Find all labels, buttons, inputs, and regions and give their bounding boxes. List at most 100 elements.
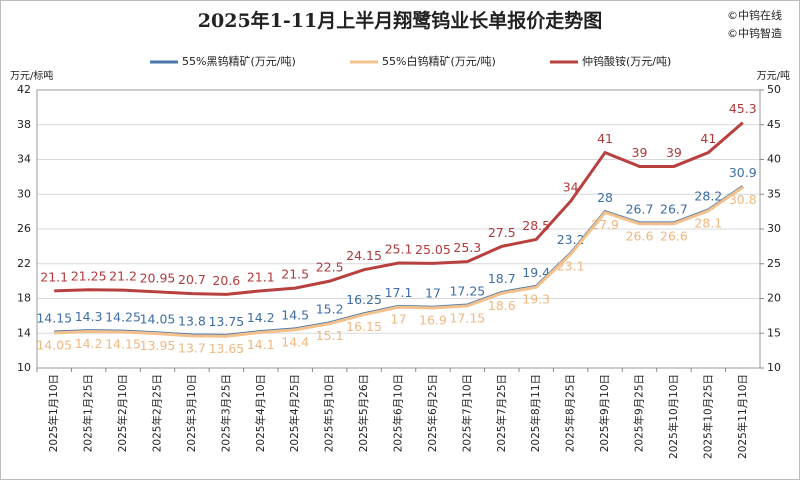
data-label: 21.1 [247,269,275,284]
x-tick-label: 2025年1月25日 [82,374,95,452]
y2-axis-label: 万元/吨 [757,69,790,82]
data-label: 13.75 [208,314,244,329]
data-label: 13.65 [208,341,244,356]
plot-area [36,89,761,369]
data-label: 20.6 [212,273,240,288]
series-line [54,186,744,338]
data-label: 16.25 [346,292,382,307]
x-tick-label: 2025年2月10日 [116,374,129,452]
data-label: 21.25 [71,268,107,283]
x-tick-label: 2025年8月25日 [564,374,577,452]
data-label: 14.15 [36,310,72,325]
data-label: 30.8 [729,192,757,207]
x-tick-label: 2025年8月11日 [529,374,542,452]
data-label: 17.1 [385,285,413,300]
data-label: 25.05 [415,242,451,257]
data-label: 39 [632,145,648,160]
x-tick-label: 2025年11月10日 [736,374,749,459]
y-tick-label: 42 [17,83,31,96]
data-label: 30.9 [729,165,757,180]
data-label: 28 [597,190,613,205]
data-label: 19.3 [522,292,550,307]
x-tick-label: 2025年7月10日 [460,374,473,452]
data-label: 21.1 [40,269,68,284]
y2-tick-label: 25 [767,257,781,270]
data-label: 14.25 [105,310,141,325]
y-tick-label: 18 [17,292,31,305]
data-label: 14.3 [75,309,103,324]
data-label: 14.15 [105,336,141,351]
x-tick-label: 2025年7月25日 [495,374,508,452]
data-label: 15.1 [316,328,344,343]
y2-tick-label: 10 [767,361,781,374]
data-label: 22.5 [316,260,344,275]
data-label: 23.1 [557,259,585,274]
data-label: 34 [563,180,579,195]
y-tick-label: 10 [17,361,31,374]
data-label: 14.2 [75,336,103,351]
data-label: 16.9 [419,313,447,328]
data-label: 14.05 [36,337,72,352]
y2-tick-label: 50 [767,83,781,96]
y2-tick-label: 20 [767,292,781,305]
data-label: 24.15 [346,248,382,263]
data-label: 20.7 [178,272,206,287]
x-tick-label: 2025年1月10日 [47,374,60,452]
watermark: ©中钨在线 [727,8,782,22]
x-tick-label: 2025年5月10日 [323,374,336,452]
data-label: 41 [700,131,716,146]
data-label: 16.15 [346,319,382,334]
data-label: 15.2 [316,301,344,316]
data-label: 18.7 [488,271,516,286]
data-label: 17.15 [449,310,485,325]
x-tick-label: 2025年4月25日 [288,374,301,452]
data-label: 26.7 [660,201,688,216]
data-label: 14.5 [281,307,309,322]
watermark: ©中钨智造 [727,26,782,40]
data-label: 23.2 [557,232,585,247]
x-tick-label: 2025年9月10日 [598,374,611,452]
data-label: 25.3 [453,240,481,255]
y-tick-label: 22 [17,257,31,270]
data-label: 27.5 [488,225,516,240]
y2-tick-label: 35 [767,187,781,200]
data-label: 14.2 [247,310,275,325]
data-label: 13.8 [178,313,206,328]
legend-label: 55%白钨精矿(万元/吨) [382,54,496,68]
data-label: 26.7 [626,201,654,216]
data-label: 14.4 [281,334,309,349]
x-tick-label: 2025年2月25日 [151,374,164,452]
y-axis-label: 万元/标吨 [10,69,53,82]
data-label: 26.6 [626,228,654,243]
x-tick-label: 2025年4月10日 [254,374,267,452]
x-tick-label: 2025年3月10日 [185,374,198,452]
y2-tick-label: 30 [767,222,781,235]
data-label: 17 [391,312,407,327]
y-tick-label: 38 [17,118,31,131]
y-tick-label: 34 [17,153,31,166]
y-tick-label: 30 [17,187,31,200]
data-label: 17.25 [449,284,485,299]
data-label: 45.3 [729,101,757,116]
data-label: 21.5 [281,267,309,282]
y2-tick-label: 40 [767,153,781,166]
x-tick-label: 2025年6月10日 [392,374,405,452]
legend-label: 55%黑钨精矿(万元/吨) [182,55,296,68]
y2-tick-label: 15 [767,326,781,339]
y2-tick-label: 45 [767,118,781,131]
x-tick-label: 2025年3月25日 [219,374,232,452]
data-label: 14.05 [140,311,176,326]
data-label: 39 [666,145,682,160]
chart-title: 2025年1-11月上半月翔鹭钨业长单报价走势图 [198,9,602,32]
x-tick-label: 2025年6月25日 [426,374,439,452]
data-label: 18.6 [488,298,516,313]
data-label: 19.4 [522,265,550,280]
x-tick-label: 2025年10月25日 [701,374,714,459]
x-tick-label: 2025年5月26日 [357,374,370,452]
y-tick-label: 14 [17,326,31,339]
data-label: 21.2 [109,269,137,284]
legend-label: 仲钨酸铵(万元/吨) [582,54,671,68]
x-tick-label: 2025年10月10日 [667,374,680,459]
